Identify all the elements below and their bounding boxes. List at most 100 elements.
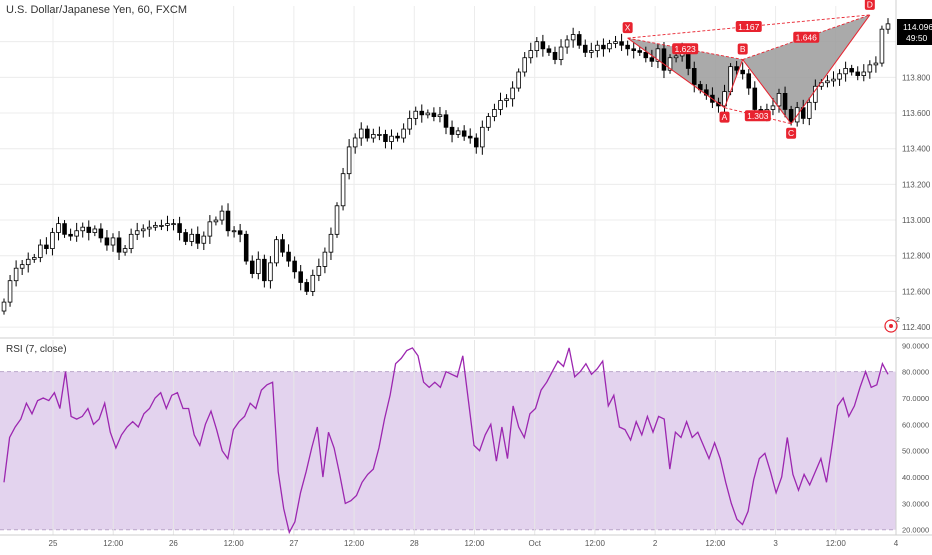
candle-body bbox=[455, 130, 461, 135]
time-tick-label: 12:00 bbox=[464, 539, 485, 548]
candle-body bbox=[171, 223, 176, 226]
candle-body bbox=[504, 98, 509, 101]
candle-body bbox=[195, 233, 201, 244]
time-tick-label: 25 bbox=[49, 539, 58, 548]
candle-body bbox=[110, 237, 116, 246]
candle-body bbox=[201, 235, 207, 244]
candle-body bbox=[661, 48, 667, 71]
pattern-leg bbox=[724, 59, 744, 108]
candle-body bbox=[183, 232, 188, 242]
alert-button[interactable]: 2 bbox=[884, 317, 900, 333]
candle-body bbox=[352, 137, 358, 148]
candle-body bbox=[885, 23, 891, 30]
pattern-ratio-badge bbox=[793, 31, 820, 43]
candle-body bbox=[734, 66, 739, 71]
candle-body bbox=[13, 267, 19, 282]
pattern-leg bbox=[790, 14, 871, 125]
candle-body bbox=[431, 112, 437, 117]
candle-body bbox=[68, 233, 73, 237]
pattern-point-label: A bbox=[722, 112, 728, 122]
time-tick-label: 3 bbox=[773, 539, 778, 548]
candle-body bbox=[219, 210, 225, 221]
rsi-pane bbox=[3, 347, 889, 535]
candle-body bbox=[377, 134, 382, 136]
candle-body bbox=[843, 68, 848, 75]
candle-body bbox=[322, 251, 328, 267]
candle-body bbox=[552, 51, 558, 60]
candle-body bbox=[643, 51, 649, 59]
candle-body bbox=[413, 110, 419, 119]
candle-body bbox=[328, 233, 334, 253]
candle-body bbox=[213, 219, 219, 223]
candle-body bbox=[50, 232, 55, 249]
candle-body bbox=[655, 48, 661, 62]
pattern-ratio-label: 1.167 bbox=[738, 22, 760, 32]
candle-body bbox=[576, 34, 582, 46]
alert-icon[interactable] bbox=[884, 319, 898, 333]
time-tick-label: 4 bbox=[894, 539, 899, 548]
candle-body bbox=[807, 101, 812, 119]
price-tick-label: 113.400 bbox=[902, 145, 931, 154]
candle-body bbox=[546, 48, 552, 53]
candle-body bbox=[625, 44, 630, 50]
candle-body bbox=[116, 237, 122, 253]
pattern-point-label: C bbox=[788, 128, 794, 138]
candle-body bbox=[813, 85, 818, 103]
candle-body bbox=[595, 44, 600, 51]
pattern-ratio-line bbox=[627, 37, 743, 60]
candle-body bbox=[177, 223, 182, 233]
candle-body bbox=[752, 87, 758, 110]
candle-body bbox=[104, 237, 110, 246]
candle-body bbox=[449, 126, 455, 135]
price-tick-label: 113.600 bbox=[902, 109, 931, 118]
rsi-tick-label: 20.0000 bbox=[902, 526, 929, 535]
candle-body bbox=[189, 233, 194, 242]
candle-body bbox=[607, 43, 612, 50]
candle-body bbox=[770, 105, 776, 110]
candle-body bbox=[486, 116, 491, 128]
last-price-badge: 114.096 49:50 bbox=[897, 19, 932, 45]
candle-body bbox=[522, 57, 527, 73]
candle-body bbox=[7, 280, 13, 303]
candle-body bbox=[667, 57, 673, 71]
candle-body bbox=[867, 64, 873, 73]
candle-body bbox=[358, 128, 364, 139]
rsi-tick-label: 60.0000 bbox=[902, 420, 929, 429]
candle-body bbox=[746, 73, 752, 89]
candle-body bbox=[249, 260, 255, 274]
price-tick-label: 113.200 bbox=[902, 180, 931, 189]
last-price-value: 114.096 bbox=[903, 22, 932, 32]
candle-body bbox=[849, 68, 854, 73]
pattern-point-badge bbox=[719, 111, 730, 123]
candle-body bbox=[467, 135, 473, 139]
rsi-band bbox=[0, 371, 896, 530]
pattern-ratio-line bbox=[724, 107, 792, 125]
candle-body bbox=[582, 44, 588, 53]
candle-body bbox=[589, 50, 594, 53]
pattern-ratio-label: 1.646 bbox=[796, 33, 818, 43]
pattern-point-badge bbox=[737, 43, 748, 55]
rsi-line bbox=[3, 347, 889, 535]
candle-body bbox=[56, 223, 61, 233]
candle-body bbox=[25, 258, 31, 266]
candle-body bbox=[498, 100, 503, 110]
candle-body bbox=[74, 230, 79, 237]
pattern-point-badge bbox=[864, 0, 875, 10]
candle-body bbox=[334, 205, 340, 235]
time-tick-label: 12:00 bbox=[826, 539, 847, 548]
candle-body bbox=[98, 228, 104, 239]
candle-body bbox=[601, 44, 606, 50]
time-tick-label: 12:00 bbox=[705, 539, 726, 548]
pattern-point-label: B bbox=[740, 44, 746, 54]
time-tick-label: 26 bbox=[169, 539, 178, 548]
candle-body bbox=[510, 87, 515, 100]
candle-body bbox=[153, 225, 158, 228]
candle-body bbox=[855, 71, 861, 76]
candle-body bbox=[558, 46, 564, 60]
time-tick-label: 12:00 bbox=[103, 539, 124, 548]
price-tick-label: 112.600 bbox=[902, 287, 931, 296]
price-tick-label: 113.000 bbox=[902, 216, 931, 225]
candle-body bbox=[401, 128, 406, 139]
